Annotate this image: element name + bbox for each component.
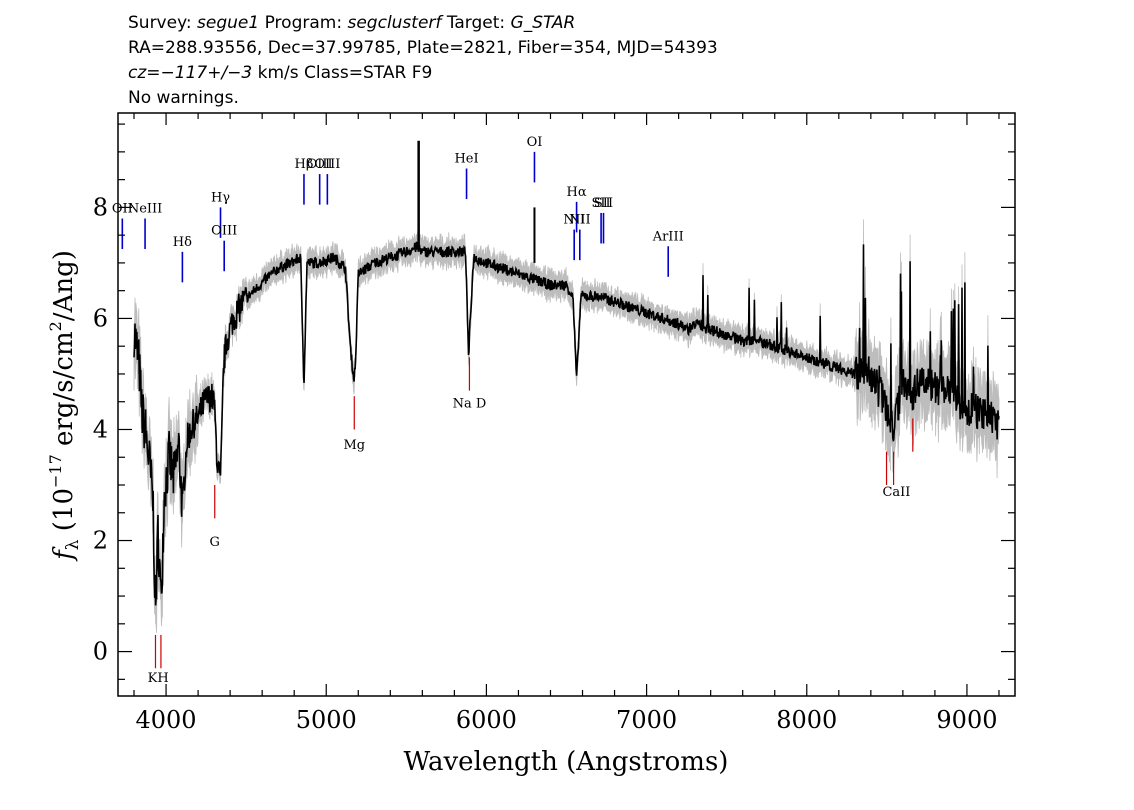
y-tick-label: 6 [93,304,108,332]
emission-line-label: NII [569,213,591,228]
y-tick-label: 4 [93,415,108,443]
plot-frame [117,112,1016,697]
emission-line-label: NeIII [128,201,162,216]
class-value: km/s Class=STAR F9 [252,63,433,83]
emission-line-label: Hα [567,185,587,200]
emission-line-label: OIII [307,157,333,172]
emission-line-label: Hβ [295,157,314,172]
flux-series [133,241,1000,606]
y-tick-label: 0 [93,638,108,666]
emission-line-label: OII [112,201,133,216]
absorption-line-label: G [210,535,220,550]
y-tick-label: 8 [93,193,108,221]
absorption-line-label: CaII [882,485,910,500]
absorption-line-label: KH [148,671,169,686]
program-label: Program: [264,13,343,33]
header-line-2: RA=288.93556, Dec=37.99785, Plate=2821, … [128,38,718,58]
x-tick-label: 4000 [136,706,197,734]
emission-line-label: NII [563,213,585,228]
survey-value: segue1 [197,13,260,33]
absorption-line-label: Na D [453,396,487,411]
y-axis-label: fλ (10−17 erg/s/cm2/Ang) [46,250,83,562]
x-axis-label: Wavelength (Angstroms) [404,747,729,777]
emission-line-label: SII [594,196,613,211]
target-value: G_STAR [510,13,576,33]
cz-value: cz=−117+/−3 [128,63,253,83]
x-tick-label: 8000 [776,706,837,734]
header-line-1: Survey: segue1 Program: segclusterf Targ… [128,13,575,33]
ticks-layer: 4000 5000 6000 7000 8000 9000 0 2 4 6 8 [93,113,1015,734]
header-line-4: No warnings. [128,88,239,108]
absorption-line-label: Mg [343,438,365,453]
x-tick-label: 7000 [616,706,677,734]
header-line-3: cz=−117+/−3 km/s Class=STAR F9 [128,63,432,83]
emission-line-label: ArIII [652,229,684,244]
y-tick-label: 2 [93,527,108,555]
emission-line-label: OIII [314,157,340,172]
emission-line-label: SII [592,196,611,211]
x-tick-label: 6000 [456,706,517,734]
flux-series-layer [133,140,1000,606]
program-value: segclusterf [347,13,442,33]
error-band-layer [133,219,1000,633]
emission-line-label: Hδ [173,235,192,250]
x-tick-label: 9000 [936,706,997,734]
x-tick-label: 5000 [296,706,357,734]
emission-line-label: OIII [211,224,237,239]
target-label: Target: [446,13,506,33]
survey-label: Survey: [128,13,192,33]
error-band [133,219,1000,633]
emission-line-label: HeI [454,152,478,167]
emission-line-label: Hγ [211,190,230,205]
emission-line-label: OI [527,135,543,150]
